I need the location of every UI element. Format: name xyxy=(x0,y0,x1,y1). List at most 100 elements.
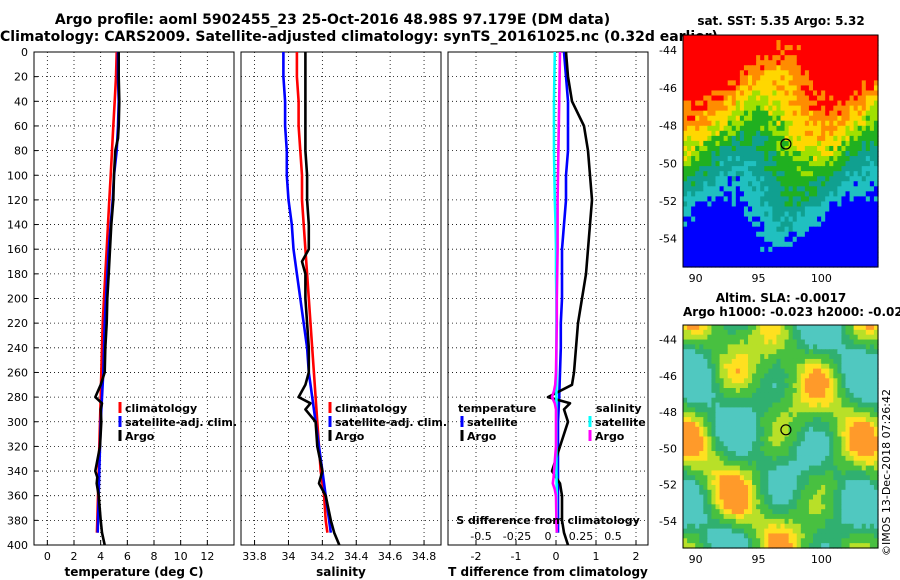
map-cell xyxy=(695,105,700,112)
map-cell xyxy=(817,201,822,208)
map-cell xyxy=(792,60,798,66)
map-cell xyxy=(853,523,859,530)
map-cell xyxy=(743,85,749,92)
map-cell xyxy=(743,40,749,46)
map-cell xyxy=(837,528,843,535)
map-cell xyxy=(731,421,737,428)
map-cell xyxy=(833,45,838,51)
map-cell xyxy=(792,241,798,248)
map-cell xyxy=(711,70,717,76)
map-cell xyxy=(865,455,871,462)
map-cell xyxy=(792,100,798,107)
map-cell xyxy=(768,60,773,66)
map-cell xyxy=(808,246,814,253)
map-cell xyxy=(825,206,830,213)
map-cell xyxy=(776,339,782,345)
map-cell xyxy=(735,115,741,122)
map-cell xyxy=(841,484,847,491)
map-cell xyxy=(776,221,782,228)
map-cell xyxy=(687,344,692,350)
map-cell xyxy=(691,363,696,370)
map-cell xyxy=(691,383,696,389)
map-cell xyxy=(723,75,729,81)
map-cell xyxy=(687,95,692,102)
map-cell xyxy=(687,115,692,122)
map-cell xyxy=(727,181,733,187)
map-cell xyxy=(735,145,741,152)
map-cell xyxy=(825,465,830,472)
map-cell xyxy=(739,85,745,92)
map-cell xyxy=(707,161,713,167)
map-cell xyxy=(857,392,863,399)
map-cell xyxy=(865,151,871,157)
map-cell xyxy=(687,334,692,341)
map-cell xyxy=(756,80,761,87)
map-cell xyxy=(829,499,834,505)
map-cell xyxy=(837,55,843,61)
map-cell xyxy=(841,388,847,394)
map-cell xyxy=(849,151,855,157)
map-cell xyxy=(780,417,786,423)
map-cell xyxy=(853,407,859,413)
map-cell xyxy=(731,261,737,268)
map-cell xyxy=(861,329,867,336)
map-cell xyxy=(821,402,826,409)
map-cell xyxy=(772,528,778,535)
y-tick-label: 200 xyxy=(7,293,28,306)
map-cell xyxy=(691,523,696,530)
map-cell xyxy=(752,156,757,162)
map-cell xyxy=(752,436,757,442)
map-cell xyxy=(829,431,834,438)
map-cell xyxy=(699,251,704,258)
map-cell xyxy=(739,436,745,442)
map-cell xyxy=(841,256,847,263)
map-cell xyxy=(873,151,879,157)
map-cell xyxy=(683,55,688,61)
map-cell xyxy=(743,388,749,394)
map-cell xyxy=(865,441,871,447)
map-cell xyxy=(813,181,818,187)
map-cell xyxy=(743,191,749,197)
map-cell xyxy=(703,145,708,152)
map-cell xyxy=(768,241,773,248)
map-cell xyxy=(776,363,782,370)
map-cell xyxy=(829,412,834,418)
map-cell xyxy=(804,460,810,467)
map-cell xyxy=(707,120,713,127)
map-cell xyxy=(772,176,778,182)
map-cell xyxy=(861,115,867,122)
map-cell xyxy=(792,334,798,341)
map-cell xyxy=(837,484,843,491)
map-cell xyxy=(780,373,786,379)
map-cell xyxy=(845,470,851,476)
map-cell xyxy=(691,40,696,46)
map-cell xyxy=(833,484,838,491)
map-cell xyxy=(841,543,847,549)
map-cell xyxy=(743,514,749,520)
map-cell xyxy=(687,354,692,360)
map-cell xyxy=(699,50,704,56)
map-cell xyxy=(727,349,733,355)
map-cell xyxy=(760,543,765,549)
map-cell xyxy=(861,460,867,467)
map-cell xyxy=(756,344,761,350)
map-cell xyxy=(869,392,875,399)
map-cell xyxy=(735,499,741,505)
map-cell xyxy=(833,246,838,253)
map-cell xyxy=(796,329,802,336)
map-cell xyxy=(707,446,713,452)
map-cell xyxy=(735,65,741,71)
map-cell xyxy=(743,383,749,389)
map-cell xyxy=(821,176,826,182)
map-cell xyxy=(687,181,692,187)
map-cell xyxy=(841,216,847,223)
map-cell xyxy=(776,231,782,238)
map-cell xyxy=(845,105,851,112)
map-cell xyxy=(861,231,867,238)
map-cell xyxy=(780,135,786,142)
map-cell xyxy=(796,475,802,481)
map-cell xyxy=(723,514,729,520)
map-cell xyxy=(711,421,717,428)
map-cell xyxy=(695,426,700,433)
map-cell xyxy=(817,412,822,418)
